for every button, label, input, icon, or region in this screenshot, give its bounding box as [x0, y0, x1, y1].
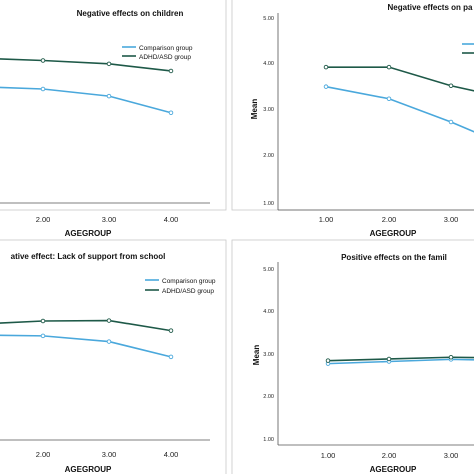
y-tick-label: 3.00: [263, 352, 274, 358]
series-line-comparison: [325, 85, 474, 133]
y-axis-label: Mean: [250, 99, 259, 120]
data-point-adhd-asd: [448, 83, 454, 88]
x-tick-label: 4.00: [164, 450, 179, 459]
data-point-adhd-asd: [323, 64, 329, 70]
x-tick-labels: 1.00 2.00 3.00: [319, 215, 459, 224]
series-line-adhd-asd: [0, 319, 172, 332]
data-point-adhd-asd: [386, 64, 392, 70]
y-tick-label: 5.00: [263, 16, 274, 22]
data-point-adhd-asd: [448, 355, 454, 360]
data-point-adhd-asd: [168, 68, 174, 74]
series-layer: [0, 318, 174, 360]
x-tick-labels: 2.00 3.00 4.00: [36, 215, 179, 224]
data-point-adhd-asd: [386, 356, 392, 362]
data-point-comparison: [106, 93, 112, 99]
data-point-adhd-asd: [106, 61, 112, 67]
chart-title: ative effect: Lack of support from schoo…: [11, 252, 166, 261]
chart-panel-lack-of-support-school: ative effect: Lack of support from schoo…: [0, 239, 227, 474]
data-point-adhd-asd: [325, 358, 331, 363]
x-axis-label: AGEGROUP: [370, 229, 417, 238]
x-axis-label: AGEGROUP: [65, 229, 112, 238]
y-tick-label: 5.00: [263, 267, 274, 273]
chart-panel-negative-effects-children: Negative effects on children 2.00 3.00 4…: [0, 0, 227, 238]
data-point-comparison: [168, 354, 174, 360]
panel-frame: [0, 0, 227, 211]
chart-panel-positive-effects-family: Positive effects on the famil Mean 5.00 …: [231, 239, 474, 474]
series-layer: [323, 64, 474, 133]
y-tick-labels: 5.00 4.00 3.00 2.00 1.00: [263, 267, 274, 443]
series-line-comparison: [0, 334, 172, 358]
x-tick-label: 3.00: [102, 450, 117, 459]
x-tick-labels: 2.00 3.00 4.00: [36, 450, 179, 459]
panel-frame: [231, 239, 474, 474]
legend: Comparison group ADHD/ASD group: [122, 45, 193, 61]
y-tick-label: 4.00: [263, 309, 274, 315]
data-point-comparison: [323, 84, 329, 89]
legend: Comparison group ADHD/ASD group: [145, 278, 216, 295]
series-line-adhd-asd: [0, 58, 172, 72]
x-tick-label: 4.00: [164, 215, 179, 224]
chart-panel-negative-effects-parents: Negative effects on pa Mean 5.00 4.00 3.…: [231, 0, 474, 238]
y-tick-labels: 5.00 4.00 3.00 2.00 1.00: [263, 16, 274, 207]
series-line-adhd-asd: [327, 356, 474, 362]
chart-title: Positive effects on the famil: [341, 253, 447, 262]
data-point-comparison: [106, 339, 112, 344]
legend-label-comparison: Comparison group: [139, 45, 193, 52]
data-point-adhd-asd: [106, 318, 112, 323]
panel-frame: [0, 239, 227, 474]
data-point-comparison: [168, 110, 174, 115]
data-point-comparison: [448, 119, 454, 125]
x-axis-label: AGEGROUP: [65, 465, 112, 474]
y-tick-label: 1.00: [263, 437, 274, 443]
y-tick-label: 2.00: [263, 153, 274, 159]
y-tick-label: 1.00: [263, 201, 274, 207]
x-tick-label: 3.00: [444, 451, 459, 460]
legend-label-comparison: Comparison group: [162, 278, 216, 285]
data-point-adhd-asd: [40, 58, 46, 63]
series-layer: [0, 58, 174, 115]
x-tick-label: 1.00: [319, 215, 334, 224]
x-tick-label: 2.00: [382, 451, 397, 460]
legend-label-adhd-asd: ADHD/ASD group: [162, 288, 214, 295]
x-axis-label: AGEGROUP: [370, 465, 417, 474]
series-line-comparison: [0, 86, 172, 114]
x-tick-label: 2.00: [36, 450, 51, 459]
series-line-comparison: [327, 358, 474, 365]
data-point-comparison: [40, 86, 46, 92]
legend-label-adhd-asd: ADHD/ASD group: [139, 54, 191, 61]
x-tick-label: 1.00: [321, 451, 336, 460]
x-tick-label: 3.00: [444, 215, 459, 224]
data-point-comparison: [40, 333, 46, 339]
y-tick-label: 4.00: [263, 61, 274, 67]
y-tick-label: 2.00: [263, 394, 274, 400]
panel-frame: [231, 0, 474, 211]
y-tick-label: 3.00: [263, 107, 274, 113]
data-point-comparison: [386, 96, 392, 102]
series-line-adhd-asd: [326, 66, 474, 92]
data-point-adhd-asd: [40, 318, 46, 324]
y-axis-label: Mean: [252, 345, 261, 366]
data-point-adhd-asd: [168, 328, 174, 333]
legend: [462, 43, 474, 54]
x-tick-label: 2.00: [382, 215, 397, 224]
series-layer: [325, 355, 474, 366]
x-tick-label: 2.00: [36, 215, 51, 224]
chart-title: Negative effects on children: [77, 9, 184, 18]
x-tick-labels: 1.00 2.00 3.00: [321, 451, 459, 460]
chart-title: Negative effects on pa: [388, 3, 473, 12]
x-tick-label: 3.00: [102, 215, 117, 224]
